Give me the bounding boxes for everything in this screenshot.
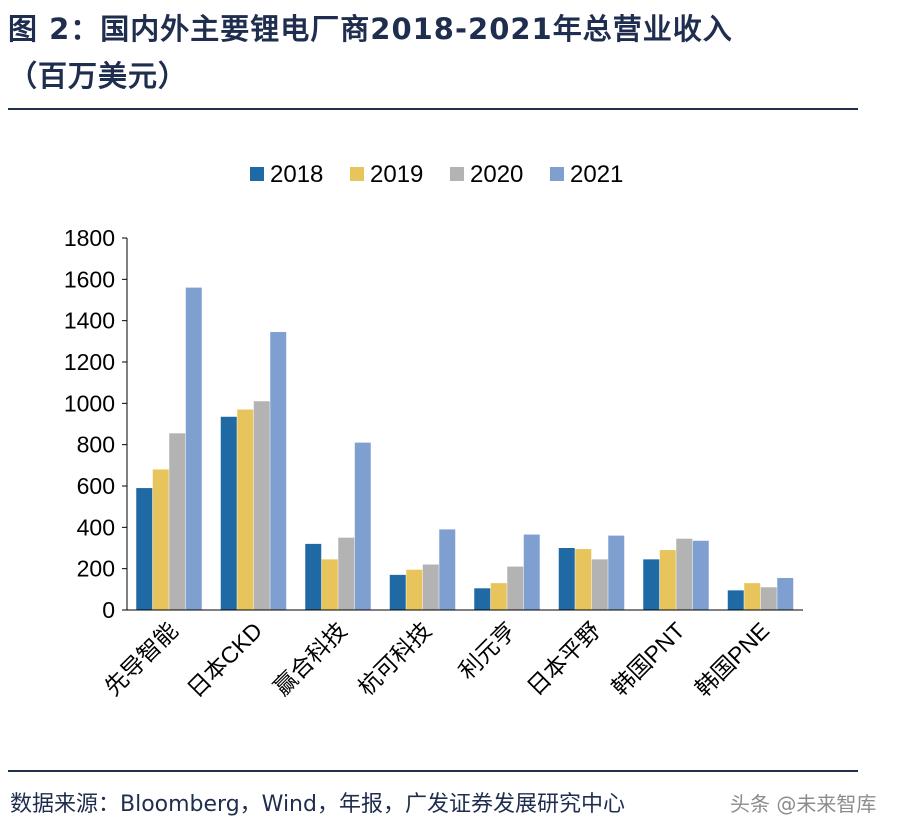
x-tick-label-5: 日本平野: [522, 617, 605, 700]
legend-label-2019: 2019: [370, 161, 423, 188]
bar-2020-7: [760, 587, 777, 610]
top-divider: [8, 108, 858, 110]
bar-2021-4: [523, 534, 540, 610]
x-tick-label-0: 先导智能: [99, 617, 182, 700]
x-tick-label-7: 韩国PNE: [690, 617, 774, 701]
legend-swatch-2020: [450, 167, 464, 181]
y-tick-label-0: 0: [102, 597, 115, 623]
y-tick-label-400: 400: [77, 514, 115, 540]
bar-chart: 2018 2019 2020 2021 0 200 400 600 800 1000 1200 14…: [64, 161, 803, 702]
bar-2020-2: [338, 537, 355, 610]
bar-2020-1: [253, 401, 270, 610]
y-tick-label-200: 200: [77, 556, 115, 582]
bar-2018-3: [389, 574, 406, 610]
bar-2021-7: [777, 577, 794, 610]
bar-2019-3: [406, 569, 423, 610]
legend-swatch-2019: [350, 167, 364, 181]
x-tick-label-2: 赢合科技: [268, 617, 351, 700]
bar-2020-0: [169, 433, 186, 610]
bar-2021-5: [608, 535, 625, 610]
bar-series: [136, 287, 794, 610]
y-tick-label-1800: 1800: [64, 225, 115, 251]
source-note: 数据来源：Bloomberg，Wind，年报，广发证券发展研究中心: [10, 792, 625, 817]
bar-2018-6: [643, 559, 660, 610]
x-tick-label-1: 日本CKD: [182, 617, 267, 702]
bar-2020-3: [422, 564, 439, 610]
bar-2019-7: [744, 583, 761, 610]
title-line-2: （百万美元）: [8, 59, 189, 93]
x-tick-label-4: 利元亨: [454, 617, 521, 684]
bar-2021-3: [439, 529, 456, 610]
y-tick-label-1400: 1400: [64, 308, 115, 334]
y-axis: 0 200 400 600 800 1000 1200 1400 1600 1800: [64, 225, 128, 623]
bar-2021-2: [354, 442, 371, 610]
bar-2019-5: [575, 549, 592, 610]
x-axis: 先导智能 日本CKD 赢合科技 杭可科技 利元亨 日本平野 韩国PNT 韩国PNE: [99, 609, 803, 702]
bar-2019-2: [321, 559, 338, 610]
legend-label-2021: 2021: [570, 161, 623, 188]
bar-2020-5: [591, 559, 608, 610]
legend-swatch-2018: [250, 167, 264, 181]
bar-2018-5: [558, 548, 575, 610]
x-tick-label-3: 杭可科技: [353, 617, 436, 700]
legend-swatch-2021: [550, 167, 564, 181]
chart-legend: 2018 2019 2020 2021: [250, 161, 623, 188]
bottom-divider: [8, 770, 858, 772]
bar-2019-6: [659, 550, 676, 610]
bar-2018-2: [305, 543, 322, 610]
bar-2021-0: [185, 287, 202, 610]
bar-2021-6: [692, 540, 709, 610]
legend-label-2018: 2018: [270, 161, 323, 188]
bar-2020-4: [507, 566, 524, 610]
watermark: 头条 @未来智库: [730, 792, 877, 816]
bar-2018-4: [474, 588, 491, 610]
y-tick-label-1000: 1000: [64, 390, 115, 416]
bar-2021-1: [270, 332, 287, 610]
bar-2019-0: [152, 469, 169, 610]
y-tick-label-800: 800: [77, 432, 115, 458]
y-tick-label-1600: 1600: [64, 266, 115, 292]
y-tick-label-1200: 1200: [64, 349, 115, 375]
bar-2018-1: [220, 416, 237, 610]
bar-2018-0: [136, 488, 153, 610]
y-tick-label-600: 600: [77, 473, 115, 499]
bar-2018-7: [727, 590, 744, 610]
x-tick-label-6: 韩国PNT: [606, 617, 689, 700]
figure-title: 图 2：国内外主要锂电厂商2018-2021年总营业收入 （百万美元）: [8, 6, 898, 100]
bar-2019-1: [237, 409, 254, 610]
bar-2019-4: [490, 583, 507, 610]
title-line-1: 图 2：国内外主要锂电厂商2018-2021年总营业收入: [8, 12, 733, 46]
legend-label-2020: 2020: [470, 161, 523, 188]
bar-2020-6: [676, 538, 693, 610]
